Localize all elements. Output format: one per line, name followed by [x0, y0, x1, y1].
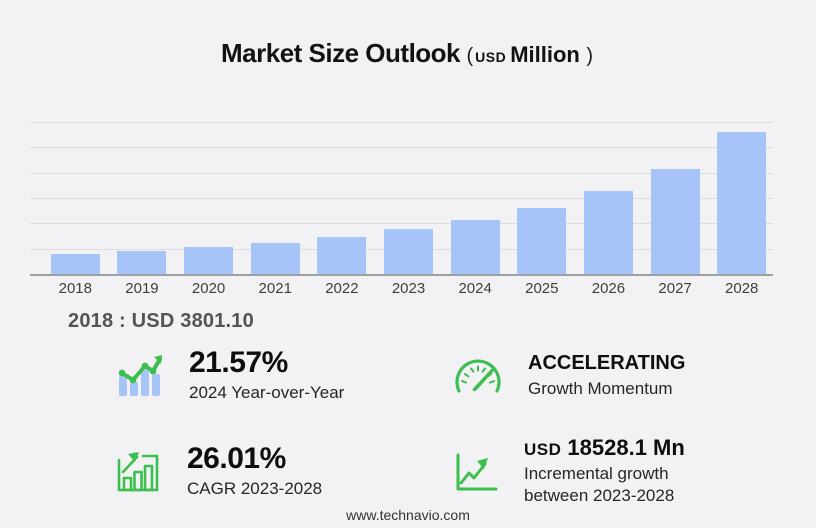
chart-title: Market Size Outlook (USD Million ) [0, 38, 816, 69]
bar-2021 [250, 243, 300, 274]
bar-slot [309, 122, 376, 274]
bar-2019 [117, 251, 167, 274]
incremental-label-line1: Incremental growth [524, 464, 669, 484]
incremental-value: USD 18528.1 Mn [524, 436, 685, 460]
yoy-label: 2024 Year-over-Year [189, 383, 345, 403]
cagr-value: 26.01% [187, 442, 286, 476]
stat-cagr: 26.01% CAGR 2023-2028 [0, 437, 408, 505]
x-tick-label-2020: 2020 [191, 280, 226, 297]
gridline [30, 172, 773, 174]
bar-2018 [50, 254, 100, 274]
bar-slot [109, 122, 176, 274]
cagr-label: CAGR 2023-2028 [187, 479, 323, 499]
x-tick-label-2019: 2019 [125, 280, 159, 297]
plot-area [30, 122, 775, 276]
x-tick-label-2023: 2023 [391, 280, 426, 297]
stats-grid: 21.57% 2024 Year-over-Year [0, 341, 816, 505]
bar-slot [242, 122, 309, 274]
x-tick-label-2028: 2028 [725, 280, 759, 297]
x-axis-line [30, 274, 773, 276]
title-open-paren: ( [466, 45, 474, 67]
bar-2023 [384, 229, 434, 274]
framed-bar-growth-icon [117, 452, 159, 492]
incremental-value-prefix: USD [524, 440, 562, 460]
x-tick-label-2018: 2018 [58, 280, 92, 297]
axes-trend-arrow-icon [456, 453, 498, 491]
bar-2024 [450, 220, 500, 274]
title-unit-currency: USD [475, 49, 507, 65]
bar-2022 [317, 237, 367, 274]
bar-slot [508, 122, 575, 274]
bar-2027 [650, 169, 700, 274]
bar-slot [575, 122, 642, 274]
bar-2028 [717, 132, 767, 274]
bar-slot [175, 122, 242, 274]
base-year-annotation: 2018 : USD 3801.10 [68, 310, 254, 332]
gridline [30, 198, 773, 199]
chart-title-text: Market Size Outlook [221, 38, 461, 68]
bar-2026 [583, 191, 633, 274]
gridline [30, 122, 773, 123]
x-tick-label-2027: 2027 [658, 280, 692, 297]
x-tick-label-2026: 2026 [591, 280, 626, 297]
incremental-value-number: 18528.1 Mn [567, 435, 685, 461]
bar-slot [442, 122, 509, 274]
title-unit-scale: Million [510, 42, 580, 67]
bar-2020 [184, 247, 234, 274]
bar-trend-up-icon [118, 355, 162, 396]
bar-slot [375, 122, 442, 274]
momentum-heading: ACCELERATING [528, 351, 686, 374]
bar-2025 [517, 208, 567, 274]
speedometer-icon [455, 359, 501, 393]
stat-momentum: ACCELERATING Growth Momentum [408, 341, 816, 409]
bar-slot [642, 122, 709, 274]
x-tick-label-2021: 2021 [258, 280, 292, 297]
bar-slot [42, 122, 109, 274]
gridline [30, 223, 773, 225]
x-tick-label-2024: 2024 [458, 280, 492, 297]
stat-yoy: 21.57% 2024 Year-over-Year [0, 341, 408, 409]
bars-row [30, 122, 775, 274]
x-tick-label-2022: 2022 [325, 280, 359, 297]
bar-slot [708, 122, 775, 274]
x-axis-labels: 2018 2019 2020 2021 2022 2023 2024 2025 2026 2027… [30, 280, 775, 297]
incremental-label-line2: between 2023-2028 [524, 485, 675, 505]
source-url: www.technavio.com [346, 507, 470, 523]
gridline [30, 147, 773, 149]
x-tick-label-2025: 2025 [525, 280, 559, 297]
yoy-value: 21.57% [189, 346, 288, 380]
stat-incremental: USD 18528.1 Mn Incremental growth between… [408, 436, 816, 505]
title-close-paren: ) [586, 45, 593, 67]
momentum-label: Growth Momentum [528, 378, 673, 398]
